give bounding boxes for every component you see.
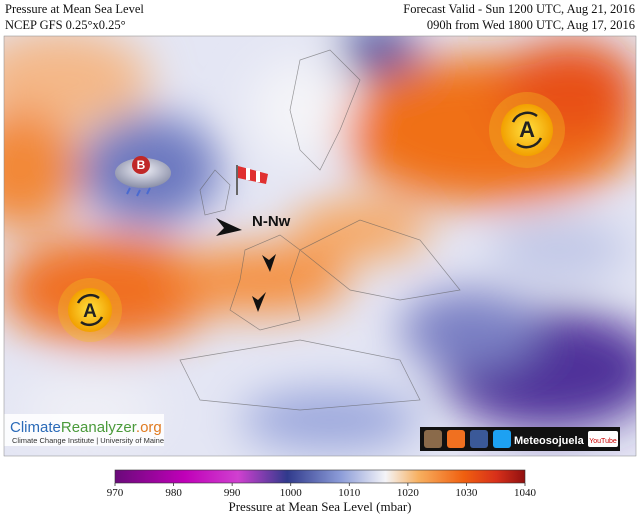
colorbar-tick-label: 970 (107, 487, 124, 499)
logo-institute: Climate Change Institute | University of… (12, 436, 164, 445)
logo-part: .org (136, 419, 162, 436)
high-symbol: A (58, 278, 122, 342)
logo-part: Reanalyzer (61, 419, 137, 436)
map: B N-Nw A A ClimateReanalyzer.org Climate… (4, 36, 636, 456)
low-label: B (137, 158, 146, 172)
social-youtube: YouTube (589, 438, 617, 445)
high-symbol: A (489, 92, 565, 168)
wind-arrows (216, 218, 276, 312)
colorbar-tick-label: 1020 (397, 487, 420, 499)
logo-part: Climate (10, 419, 61, 436)
colorbar-tick-label: 990 (224, 487, 241, 499)
high-label: A (83, 301, 97, 322)
header-right-2: 090h from Wed 1800 UTC, Aug 17, 2016 (427, 18, 635, 32)
low-symbol: B (115, 156, 171, 197)
colorbar-label: Pressure at Mean Sea Level (mbar) (228, 499, 411, 514)
header-right-1: Forecast Valid - Sun 1200 UTC, Aug 21, 2… (403, 2, 635, 16)
social-name: Meteosojuela (514, 435, 585, 447)
header-left-1: Pressure at Mean Sea Level (5, 2, 144, 16)
colorbar-tick-label: 980 (165, 487, 182, 499)
colorbar: 970 980 990 1000 1010 1020 1030 1040 (107, 469, 537, 499)
colorbar-tick-label: 1040 (514, 487, 537, 499)
colorbar-tick-label: 1030 (455, 487, 478, 499)
colorbar-tick-label: 1000 (280, 487, 303, 499)
colorbar-tick-label: 1010 (338, 487, 361, 499)
header-left-2: NCEP GFS 0.25°x0.25° (5, 18, 126, 32)
logo: ClimateReanalyzer.org (10, 419, 162, 436)
wind-annotation: N-Nw (252, 213, 291, 230)
high-label: A (519, 117, 535, 142)
colorbar-ramp (114, 469, 526, 484)
windsock (236, 165, 268, 195)
